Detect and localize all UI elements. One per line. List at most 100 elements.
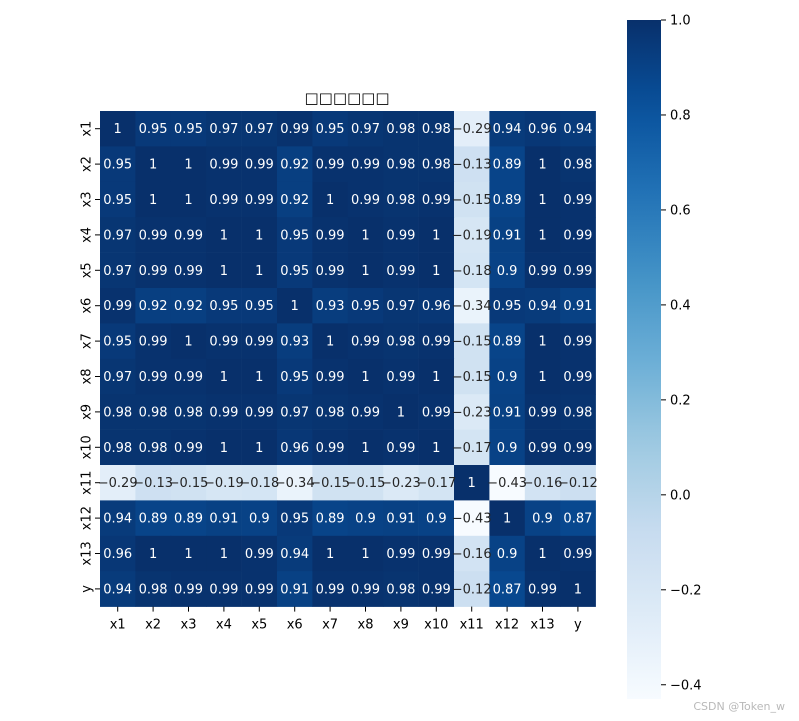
heatmap-cell bbox=[560, 429, 596, 466]
cell-value-label: −0.18 bbox=[452, 264, 492, 279]
cell-value-label: −0.13 bbox=[133, 476, 173, 491]
heatmap-cells bbox=[100, 111, 596, 607]
cell-value-label: 1 bbox=[220, 547, 228, 562]
heatmap-cell bbox=[135, 571, 172, 607]
cell-value-label: 1 bbox=[361, 547, 369, 562]
cell-value-label: 0.89 bbox=[174, 512, 203, 527]
cell-value-label: 0.89 bbox=[493, 335, 522, 350]
heatmap-cell bbox=[170, 535, 207, 572]
heatmap-cell bbox=[489, 323, 526, 360]
cell-value-label: 1 bbox=[468, 476, 476, 491]
cell-value-label: 0.98 bbox=[139, 405, 168, 420]
heatmap-cell bbox=[277, 465, 313, 501]
cell-value-label: 0.98 bbox=[386, 582, 415, 597]
cell-value-label: 0.99 bbox=[563, 193, 592, 208]
cell-value-label: 0.94 bbox=[493, 122, 522, 137]
heatmap-cell bbox=[170, 111, 207, 147]
heatmap-cell bbox=[347, 500, 384, 537]
cell-value-label: 0.99 bbox=[103, 299, 132, 314]
heatmap-cell bbox=[560, 535, 596, 572]
cell-value-label: 0.99 bbox=[528, 405, 557, 420]
heatmap-cell bbox=[277, 571, 313, 607]
y-tick-label: x3 bbox=[80, 192, 95, 208]
heatmap-cell bbox=[206, 217, 242, 253]
heatmap-cell bbox=[206, 394, 242, 430]
heatmap-cell bbox=[489, 217, 526, 253]
heatmap-cell bbox=[347, 217, 384, 253]
heatmap-cell bbox=[418, 181, 455, 218]
x-tick-label: x4 bbox=[216, 618, 232, 633]
heatmap-cell bbox=[241, 111, 278, 147]
heatmap-cell bbox=[524, 323, 561, 360]
heatmap-cell bbox=[418, 535, 455, 572]
heatmap-cell bbox=[241, 500, 278, 537]
heatmap-cell bbox=[489, 465, 526, 501]
heatmap-cell bbox=[206, 429, 242, 466]
heatmap-cell bbox=[312, 323, 349, 360]
heatmap-cell bbox=[135, 323, 172, 360]
heatmap-cell bbox=[383, 146, 419, 183]
cell-value-label: 1 bbox=[326, 335, 334, 350]
cell-value-label: 1 bbox=[255, 441, 263, 456]
cell-value-label: 0.89 bbox=[493, 158, 522, 173]
heatmap-cell bbox=[100, 358, 136, 395]
cell-value-label: 0.95 bbox=[245, 299, 274, 314]
cell-value-label: 0.99 bbox=[139, 335, 168, 350]
heatmap-cell bbox=[418, 465, 455, 501]
cell-value-label: 0.98 bbox=[316, 405, 345, 420]
cell-value-label: 0.96 bbox=[528, 122, 557, 137]
cell-value-label: 0.91 bbox=[493, 228, 522, 243]
cell-value-label: 0.99 bbox=[422, 582, 451, 597]
heatmap-cell bbox=[100, 146, 136, 183]
cell-value-label: 0.96 bbox=[280, 441, 309, 456]
heatmap-cell bbox=[347, 111, 384, 147]
cell-value-label: 0.99 bbox=[563, 335, 592, 350]
heatmap-cell bbox=[170, 358, 207, 395]
cell-value-label: 0.97 bbox=[103, 228, 132, 243]
heatmap-cell bbox=[347, 535, 384, 572]
heatmap-cell bbox=[312, 535, 349, 572]
heatmap-cell bbox=[383, 288, 419, 324]
cell-value-label: −0.43 bbox=[452, 512, 492, 527]
colorbar-axis: 1.0 0.8 0.6 0.4 0.2 0.0 −0.2 −0.4 bbox=[661, 14, 702, 693]
cell-value-label: 0.87 bbox=[493, 582, 522, 597]
heatmap-cell bbox=[489, 181, 526, 218]
heatmap-cell bbox=[524, 217, 561, 253]
y-axis: x1 x2 x3 x4 x5 x6 x7 x8 x9 x10 x11 x12 x13 y bbox=[80, 121, 100, 593]
heatmap-cell bbox=[312, 571, 349, 607]
heatmap-cell bbox=[560, 146, 596, 183]
heatmap-cell bbox=[560, 394, 596, 430]
cell-value-label: 1 bbox=[361, 441, 369, 456]
heatmap-cell bbox=[170, 500, 207, 537]
cell-value-label: 0.97 bbox=[245, 122, 274, 137]
heatmap-cell bbox=[312, 217, 349, 253]
colorbar-tick-label: 0.0 bbox=[670, 488, 691, 503]
cell-value-label: 1 bbox=[220, 228, 228, 243]
heatmap-cell bbox=[241, 358, 278, 395]
heatmap-cell bbox=[454, 111, 490, 147]
heatmap-cell bbox=[100, 181, 136, 218]
cell-value-label: 1 bbox=[255, 228, 263, 243]
heatmap-cell bbox=[524, 252, 561, 289]
heatmap-cell bbox=[524, 465, 561, 501]
cell-value-label: 0.94 bbox=[103, 582, 132, 597]
heatmap-cell bbox=[312, 252, 349, 289]
heatmap-cell bbox=[347, 465, 384, 501]
heatmap-cell bbox=[170, 181, 207, 218]
heatmap-cell bbox=[241, 465, 278, 501]
heatmap-cell bbox=[383, 323, 419, 360]
cell-value-label: 0.99 bbox=[563, 441, 592, 456]
cell-value-label: −0.13 bbox=[452, 158, 492, 173]
cell-value-label: 1 bbox=[184, 335, 192, 350]
cell-value-label: 0.99 bbox=[563, 228, 592, 243]
x-tick-label: x9 bbox=[393, 618, 409, 633]
cell-value-label: 0.91 bbox=[493, 405, 522, 420]
cell-value-label: 0.99 bbox=[245, 582, 274, 597]
heatmap-cell bbox=[135, 146, 172, 183]
heatmap-cell bbox=[277, 358, 313, 395]
cell-value-label: 0.99 bbox=[563, 264, 592, 279]
cell-value-label: −0.15 bbox=[452, 370, 492, 385]
cell-value-label: 0.95 bbox=[103, 193, 132, 208]
y-tick-label: x5 bbox=[80, 262, 95, 278]
heatmap-cell bbox=[560, 111, 596, 147]
